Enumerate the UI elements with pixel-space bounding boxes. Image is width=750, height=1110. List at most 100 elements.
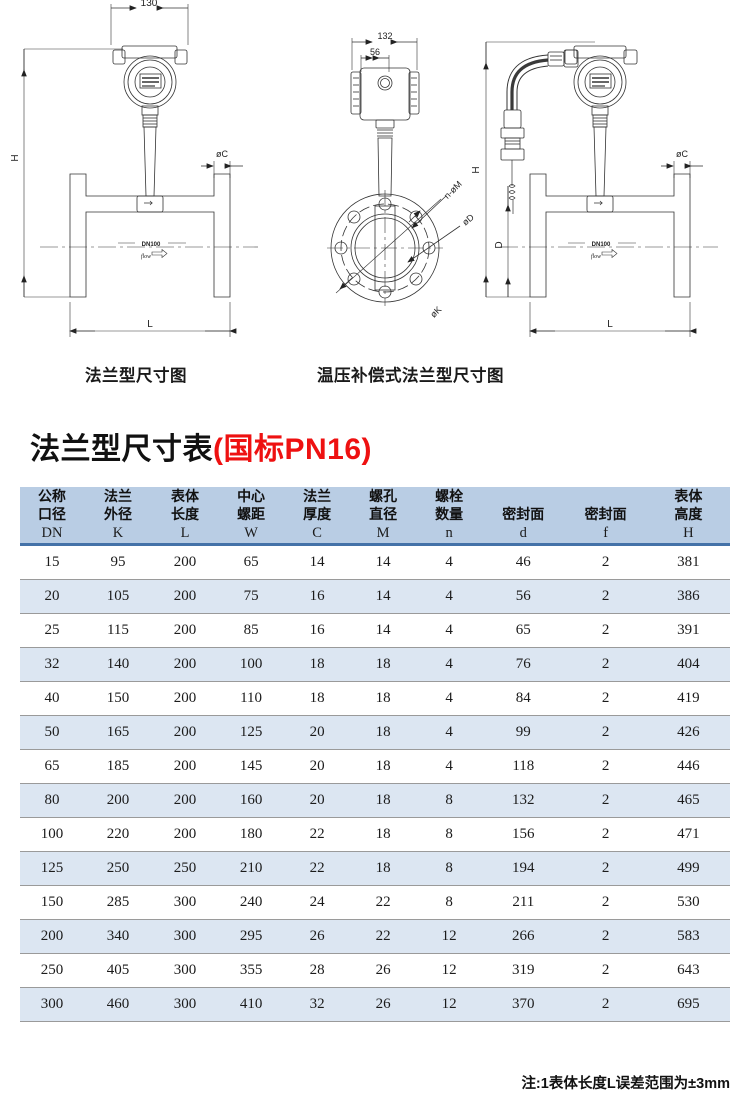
table-row: 300 460 300 410 32 26 12 370 2 695 [20, 987, 730, 1022]
drawings-svg: 130 H [10, 0, 718, 337]
column-header-dn: 公称口径 DN [20, 487, 84, 546]
table-cell-m: 18 [350, 749, 417, 784]
column-header-line1: 螺孔 [369, 488, 398, 504]
table-cell-w: 145 [218, 749, 285, 784]
table-cell-m: 18 [350, 851, 417, 886]
table-row: 15 95 200 65 14 14 4 46 2 381 [20, 545, 730, 580]
table-cell-w: 295 [218, 919, 285, 954]
column-header-symbol: f [603, 525, 609, 541]
table-cell-d: 370 [482, 987, 565, 1022]
table-cell-w: 65 [243, 554, 259, 570]
table-row: 40 150 200 110 18 18 4 84 2 419 [20, 681, 730, 716]
table-cell-m: 26 [350, 987, 417, 1022]
table-cell-w: 85 [218, 613, 285, 648]
table-cell-d: 266 [482, 919, 565, 954]
table-cell-n: 4 [416, 681, 483, 716]
flange-dimension-table: 公称口径DN法兰外径K表体长度L中心螺距W法兰厚度C螺孔直径M螺栓数量n—密封面… [20, 487, 730, 1022]
table-cell-f: 2 [564, 885, 647, 920]
table-cell-l: 200 [152, 783, 219, 818]
left-dim-thickness: øC [216, 149, 228, 159]
left-body-label: DN100 [142, 242, 161, 248]
column-header-symbol: K [112, 525, 124, 541]
table-cell-d: 76 [482, 647, 565, 682]
column-header-m: 螺孔 直径 M [350, 487, 417, 546]
table-cell-h: 499 [646, 851, 730, 886]
dimension-drawings: 130 H [0, 0, 750, 350]
table-cell-c: 26 [284, 919, 351, 954]
table-cell-l: 200 [152, 647, 219, 682]
column-header-line2: 口径 [37, 506, 66, 522]
table-cell-w: 180 [218, 817, 285, 852]
table-cell-k: 165 [83, 715, 153, 750]
table-cell-f: 2 [601, 554, 610, 570]
caption-temp-pressure-compensated-flange-type: 温压补偿式法兰型尺寸图 [317, 367, 504, 385]
table-cell-h: 530 [646, 885, 730, 920]
table-cell-m: 26 [350, 953, 417, 988]
table-cell-m: 18 [350, 783, 417, 818]
column-header-line2: 数量 [435, 506, 464, 522]
table-cell-c: 24 [284, 885, 351, 920]
table-cell-k: 95 [110, 554, 126, 570]
right-dim-diameter: D [494, 241, 505, 248]
column-header-line2: 外径 [103, 506, 132, 522]
table-cell-l: 300 [152, 953, 219, 988]
middle-flange-bore-label: øD [460, 212, 476, 228]
column-header-line1: 公称 [37, 488, 66, 504]
table-cell-dn: 250 [20, 953, 84, 988]
table-cell-w: 355 [218, 953, 285, 988]
left-drawing: 130 H [10, 0, 258, 337]
column-header-symbol: d [519, 525, 527, 541]
table-cell-h: 381 [677, 554, 700, 570]
table-cell-m: 18 [350, 647, 417, 682]
table-cell-h: 695 [646, 987, 730, 1022]
diagram-captions: 法兰型尺寸图 温压补偿式法兰型尺寸图 [0, 356, 750, 396]
middle-drawing: 132 56 [327, 31, 476, 319]
table-cell-f: 2 [564, 715, 647, 750]
table-cell-n: 8 [416, 885, 483, 920]
table-cell-k: 115 [83, 613, 153, 648]
table-cell-f: 2 [564, 749, 647, 784]
caption-flange-type: 法兰型尺寸图 [85, 367, 187, 385]
table-cell-n: 8 [416, 851, 483, 886]
table-cell-w: 125 [218, 715, 285, 750]
column-header-symbol: C [312, 525, 322, 541]
table-cell-k: 200 [83, 783, 153, 818]
table-row: 100 220 200 180 22 18 8 156 2 471 [20, 817, 730, 852]
table-cell-m: 14 [375, 554, 391, 570]
table-row: 150 285 300 240 24 22 8 211 2 530 [20, 885, 730, 920]
table-cell-h: 643 [646, 953, 730, 988]
table-cell-h: 426 [646, 715, 730, 750]
column-header-symbol: n [445, 525, 453, 541]
column-header-symbol: L [180, 525, 190, 541]
table-cell-h: 386 [646, 579, 730, 614]
table-cell-f: 2 [564, 647, 647, 682]
table-cell-c: 20 [284, 749, 351, 784]
table-cell-dn: 300 [20, 987, 84, 1022]
table-cell-d: 84 [482, 681, 565, 716]
table-cell-dn: 20 [20, 579, 84, 614]
table-cell-dn: 25 [20, 613, 84, 648]
column-header-line2: 厚度 [303, 506, 332, 522]
column-header-line1: 表体 [171, 488, 200, 504]
table-cell-dn: 40 [20, 681, 84, 716]
table-cell-f: 2 [564, 613, 647, 648]
table-cell-h: 419 [646, 681, 730, 716]
column-header-line2: 长度 [171, 506, 200, 522]
table-cell-c: 20 [284, 715, 351, 750]
left-dim-height: H [10, 154, 21, 161]
table-row: 65 185 200 145 20 18 4 118 2 446 [20, 749, 730, 784]
table-cell-l: 200 [152, 817, 219, 852]
column-header-symbol: DN [41, 525, 63, 541]
right-flow-label: flow [591, 253, 601, 260]
table-cell-w: 410 [218, 987, 285, 1022]
table-cell-n: 4 [416, 749, 483, 784]
middle-dim-inner: 56 [370, 47, 380, 57]
table-cell-c: 22 [284, 851, 351, 886]
column-header-line1: 表体 [674, 488, 703, 504]
right-dim-thickness: øC [676, 149, 688, 159]
table-cell-n: 4 [416, 647, 483, 682]
column-header-line1: 法兰 [103, 488, 132, 504]
table-cell-k: 105 [83, 579, 153, 614]
table-cell-l: 300 [152, 919, 219, 954]
